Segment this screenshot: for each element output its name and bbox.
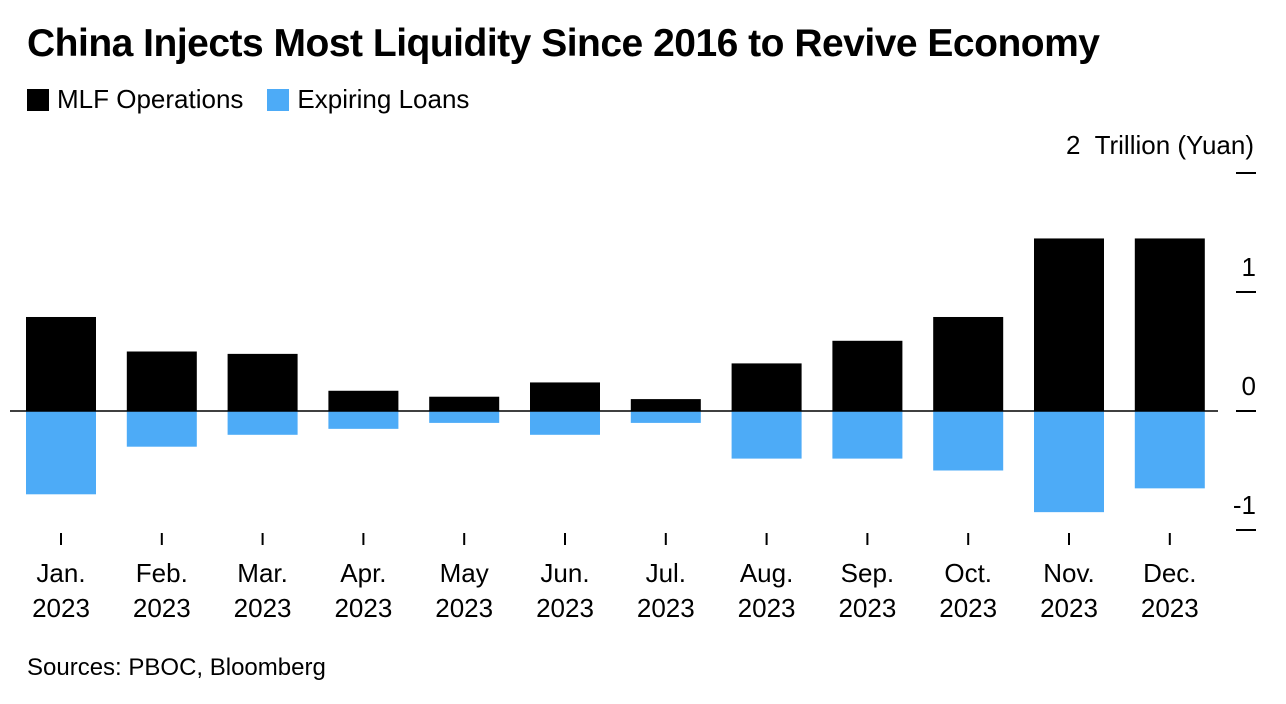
x-tick-label-year: 2023 [334, 593, 392, 623]
bar-expiring [1034, 411, 1104, 513]
bar-mlf [1034, 238, 1104, 411]
x-tick-label: Mar. [237, 558, 288, 588]
x-tick-label: Oct. [944, 558, 992, 588]
chart-legend: MLF Operations Expiring Loans [27, 84, 493, 115]
x-tick-label: Apr. [340, 558, 386, 588]
legend-swatch-mlf [27, 88, 49, 111]
bar-mlf [429, 396, 500, 411]
bar-expiring [126, 411, 197, 447]
bar-expiring [429, 411, 500, 423]
bar-expiring [630, 411, 701, 423]
legend-swatch-expiring [267, 88, 290, 111]
bar-expiring [1134, 411, 1205, 489]
x-tick-label: Aug. [740, 558, 794, 588]
x-tick-label-year: 2023 [838, 593, 896, 623]
x-tick-label: Jun. [540, 558, 589, 588]
x-tick-label-year: 2023 [1040, 593, 1098, 623]
x-tick-label: Dec. [1143, 558, 1196, 588]
bar-expiring [731, 411, 802, 459]
bar-expiring [328, 411, 399, 429]
legend-item-mlf: MLF Operations [27, 84, 243, 115]
y-axis-label: Trillion (Yuan) [1095, 130, 1254, 160]
bar-expiring [832, 411, 903, 459]
x-tick-label-year: 2023 [738, 593, 796, 623]
x-tick-label: Feb. [136, 558, 188, 588]
x-tick-label-year: 2023 [32, 593, 90, 623]
bar-expiring [933, 411, 1004, 471]
bar-mlf [933, 316, 1004, 411]
legend-label-expiring: Expiring Loans [297, 84, 470, 114]
legend-item-expiring: Expiring Loans [267, 84, 469, 115]
bar-expiring [26, 411, 96, 495]
bar-expiring [227, 411, 298, 435]
bar-mlf [731, 363, 802, 411]
x-tick-label-year: 2023 [637, 593, 695, 623]
bar-mlf [126, 351, 197, 411]
bar-mlf [832, 340, 903, 411]
x-tick-label-year: 2023 [939, 593, 997, 623]
bar-mlf [1134, 238, 1205, 411]
y-tick-label: 0 [1242, 371, 1256, 401]
x-tick-label: Sep. [841, 558, 895, 588]
bar-mlf [227, 353, 298, 411]
x-tick-label: May [440, 558, 489, 588]
chart-title: China Injects Most Liquidity Since 2016 … [27, 22, 1100, 65]
x-tick-label-year: 2023 [435, 593, 493, 623]
y-tick-label: 2 [1066, 130, 1080, 160]
x-tick-label: Nov. [1043, 558, 1095, 588]
x-tick-label-year: 2023 [536, 593, 594, 623]
bar-mlf [328, 390, 399, 411]
x-tick-label-year: 2023 [234, 593, 292, 623]
legend-label-mlf: MLF Operations [57, 84, 244, 114]
bar-mlf [530, 382, 600, 411]
x-tick-label-year: 2023 [133, 593, 191, 623]
y-tick-label: -1 [1233, 490, 1256, 520]
x-tick-label: Jul. [646, 558, 686, 588]
bar-mlf [630, 399, 701, 411]
bar-expiring [530, 411, 600, 435]
bar-mlf [26, 316, 96, 411]
x-tick-label: Jan. [36, 558, 85, 588]
x-tick-label-year: 2023 [1141, 593, 1199, 623]
y-tick-label: 1 [1242, 252, 1256, 282]
source-note: Sources: PBOC, Bloomberg [27, 654, 326, 681]
